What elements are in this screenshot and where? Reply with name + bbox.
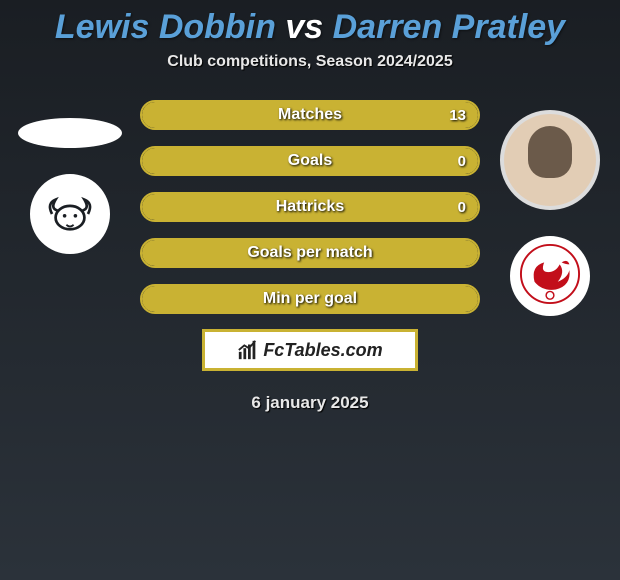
stat-bar: Goals per match — [140, 238, 480, 268]
stats-block: Matches 13 Goals 0 Hattricks 0 Goals per match… — [140, 99, 480, 315]
player2-column — [490, 110, 610, 316]
fctables-icon — [237, 339, 259, 361]
stat-bar: Hattricks 0 — [140, 192, 480, 222]
ram-icon — [43, 194, 97, 234]
player2-avatar — [500, 110, 600, 210]
player1-name: Lewis Dobbin — [55, 8, 276, 46]
stat-label: Goals per match — [247, 244, 372, 262]
stat-bar: Goals 0 — [140, 146, 480, 176]
subtitle: Club competitions, Season 2024/2025 — [0, 53, 620, 71]
stat-label: Matches — [278, 106, 342, 124]
player1-column — [10, 110, 130, 254]
date-text: 6 january 2025 — [0, 393, 620, 413]
vs-text: vs — [285, 8, 323, 46]
watermark: FcTables.com — [202, 329, 418, 371]
player1-avatar-wrap — [18, 110, 122, 148]
stat-row: Goals per match — [140, 237, 480, 269]
stat-bar: Matches 13 — [140, 100, 480, 130]
stat-value-right: 13 — [449, 107, 466, 124]
stat-bar: Min per goal — [140, 284, 480, 314]
stat-row: Hattricks 0 — [140, 191, 480, 223]
stat-label: Goals — [288, 152, 332, 170]
player2-club-badge — [510, 236, 590, 316]
stat-value-right: 0 — [458, 153, 466, 170]
watermark-text: FcTables.com — [263, 340, 382, 361]
stat-label: Min per goal — [263, 290, 357, 308]
stat-row: Matches 13 — [140, 99, 480, 131]
stat-row: Min per goal — [140, 283, 480, 315]
player2-name: Darren Pratley — [333, 8, 565, 46]
page-title: Lewis Dobbin vs Darren Pratley — [0, 8, 620, 47]
player2-head-icon — [522, 126, 578, 194]
stat-label: Hattricks — [276, 198, 344, 216]
stat-value-right: 0 — [458, 199, 466, 216]
player1-club-badge — [30, 174, 110, 254]
dragon-icon — [519, 243, 581, 310]
player1-avatar-ellipse — [18, 118, 122, 148]
stat-row: Goals 0 — [140, 145, 480, 177]
